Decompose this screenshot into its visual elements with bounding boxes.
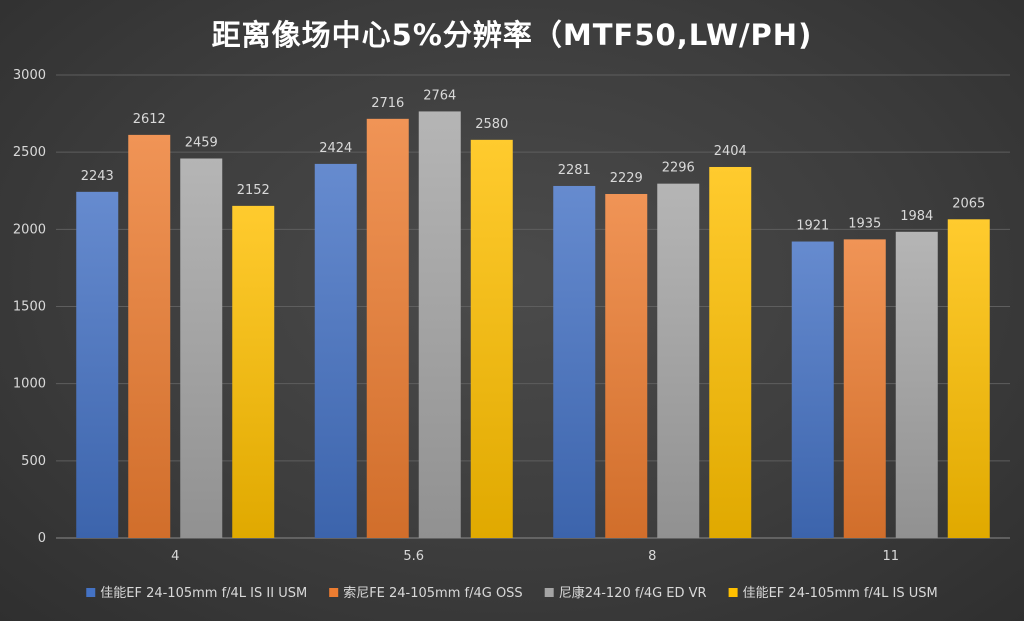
- bar: [366, 118, 409, 539]
- data-label: 1935: [848, 216, 881, 231]
- legend-item: 索尼FE 24-105mm f/4G OSS: [329, 586, 523, 601]
- legend-label: 索尼FE 24-105mm f/4G OSS: [343, 586, 523, 601]
- bar: [843, 239, 886, 539]
- bars: [76, 111, 990, 539]
- data-label: 2065: [952, 196, 985, 211]
- y-tick-label: 0: [38, 531, 46, 546]
- legend-label: 佳能EF 24-105mm f/4L IS II USM: [100, 586, 307, 601]
- legend: 佳能EF 24-105mm f/4L IS II USM 索尼FE 24-105m…: [86, 585, 938, 601]
- bar: [314, 163, 357, 538]
- data-label: 2296: [662, 161, 695, 176]
- bar: [553, 185, 596, 538]
- y-tick-label: 500: [21, 454, 46, 469]
- data-label: 1921: [796, 219, 829, 234]
- legend-item: 佳能EF 24-105mm f/4L IS II USM: [86, 586, 307, 601]
- data-label: 2152: [237, 183, 270, 198]
- data-label: 2243: [81, 169, 114, 184]
- bar: [180, 158, 223, 539]
- bar: [791, 241, 834, 538]
- bar: [709, 166, 752, 538]
- bar: [128, 134, 171, 538]
- legend-label: 佳能EF 24-105mm f/4L IS USM: [743, 586, 938, 601]
- data-label: 1984: [900, 209, 933, 224]
- data-label: 2764: [423, 88, 456, 103]
- y-tick-label: 1500: [13, 300, 46, 315]
- data-label: 2424: [319, 141, 352, 156]
- legend-swatch: [544, 588, 554, 597]
- data-label: 2716: [371, 96, 404, 111]
- bar: [418, 111, 461, 538]
- bar: [470, 139, 513, 538]
- data-labels: 2243 2612 2459 2152 2424 2716 2764 2580 2281 2229…: [81, 88, 986, 233]
- data-label: 2404: [714, 144, 747, 159]
- legend-swatch: [728, 588, 738, 597]
- y-tick-label: 2500: [13, 145, 46, 160]
- x-tick-label: 11: [882, 549, 899, 564]
- data-label: 2612: [133, 112, 166, 127]
- x-tick-label: 4: [171, 549, 179, 564]
- legend-label: 尼康24-120 f/4G ED VR: [559, 585, 707, 601]
- bar: [76, 191, 119, 539]
- data-label: 2580: [475, 117, 508, 132]
- legend-item: 佳能EF 24-105mm f/4L IS USM: [728, 586, 938, 601]
- chart-title: 距离像场中心5%分辨率（MTF50,LW/PH): [211, 18, 813, 52]
- y-tick-label: 1000: [13, 377, 46, 392]
- y-tick-label: 2000: [13, 222, 46, 237]
- x-tick-label: 8: [648, 549, 656, 564]
- x-tick-label: 5.6: [403, 549, 424, 564]
- legend-swatch: [86, 588, 96, 597]
- data-label: 2459: [185, 135, 218, 150]
- axes: 0 500 1000 1500 2000 2500 3000 4 5.6 8 11: [13, 68, 899, 564]
- data-label: 2281: [558, 163, 591, 178]
- data-label: 2229: [610, 171, 643, 186]
- bar: [605, 193, 648, 538]
- bar: [232, 205, 275, 538]
- y-tick-label: 3000: [13, 68, 46, 83]
- bar: [895, 231, 938, 538]
- bar: [657, 183, 700, 538]
- legend-swatch: [329, 588, 339, 597]
- bar: [947, 219, 990, 538]
- legend-item: 尼康24-120 f/4G ED VR: [544, 585, 707, 601]
